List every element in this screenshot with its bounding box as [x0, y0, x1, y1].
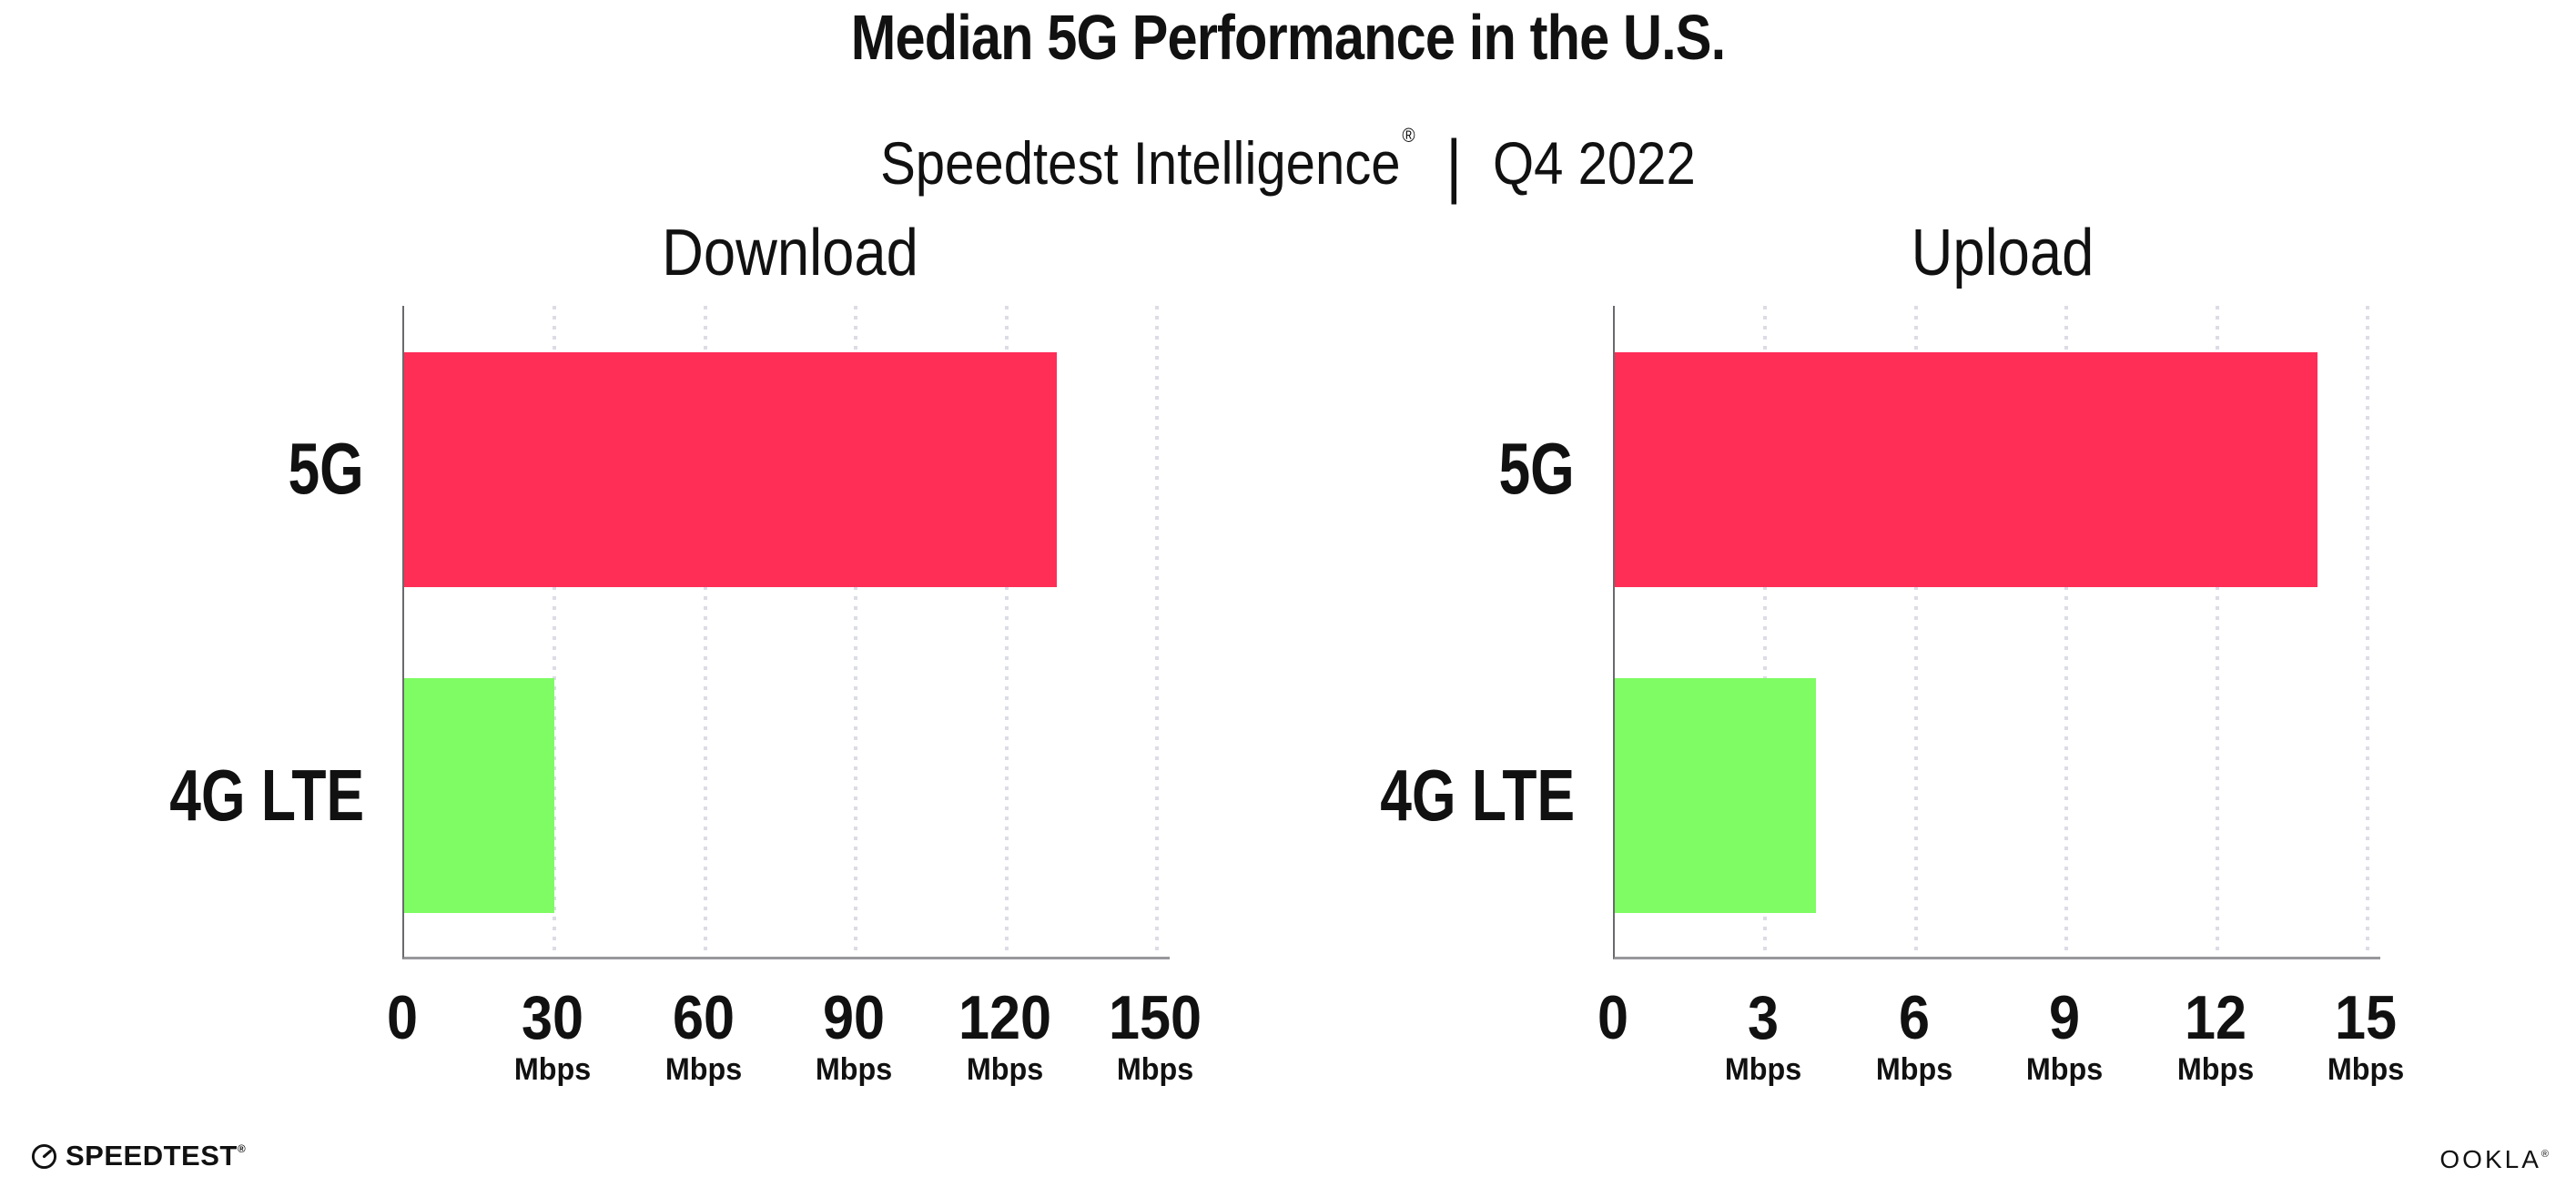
x-tick: 9 Mbps	[2026, 983, 2104, 1087]
speedtest-gauge-icon	[31, 1143, 57, 1169]
upload-plot-area	[1613, 306, 2380, 959]
gridline	[1004, 306, 1009, 957]
subtitle-product: Speedtest Intelligence	[880, 129, 1401, 197]
bar-5g-download	[404, 352, 1057, 587]
gridline	[1763, 306, 1768, 957]
ookla-logo: OOKLA®	[2439, 1145, 2549, 1174]
x-tick: 120 Mbps	[958, 983, 1051, 1087]
gridline	[553, 306, 557, 957]
page-subtitle: Speedtest Intelligence® | Q4 2022	[0, 106, 2576, 200]
category-label-4g-lte-download: 4G LTE	[169, 755, 364, 836]
gridline	[1155, 306, 1159, 957]
gridline	[2064, 306, 2069, 957]
bar-4g-lte-upload	[1615, 678, 1816, 913]
upload-x-axis: 0 3 Mbps 6 Mbps 9 Mbps 12 Mbps 15 Mbps	[1597, 959, 2404, 1114]
gridline	[1913, 306, 1918, 957]
header: Median 5G Performance in the U.S. Speedt…	[0, 2, 2576, 200]
bar-5g-upload	[1615, 352, 2317, 587]
speedtest-logo: SPEEDTEST®	[31, 1140, 246, 1172]
x-tick: 0	[386, 983, 419, 1052]
category-label-5g-download: 5G	[288, 428, 364, 509]
category-label-5g-upload: 5G	[1498, 428, 1575, 509]
page-title: Median 5G Performance in the U.S.	[850, 2, 1726, 73]
x-tick: 15 Mbps	[2327, 983, 2405, 1087]
category-label-4g-lte-upload: 4G LTE	[1380, 755, 1575, 836]
gridline	[854, 306, 858, 957]
chart-title-upload: Upload	[1911, 217, 2094, 289]
subtitle-divider: |	[1445, 125, 1463, 205]
gridline	[703, 306, 707, 957]
ookla-wordmark: OOKLA	[2439, 1145, 2541, 1173]
x-tick: 30 Mbps	[514, 983, 592, 1087]
gridline	[2366, 306, 2369, 957]
gridline	[2215, 306, 2219, 957]
bar-4g-lte-download	[404, 678, 555, 913]
x-tick: 150 Mbps	[1108, 983, 1202, 1087]
download-plot-area	[402, 306, 1170, 959]
x-tick: 6 Mbps	[1875, 983, 1952, 1087]
x-tick: 0	[1597, 983, 1629, 1052]
x-tick: 12 Mbps	[2176, 983, 2254, 1087]
x-tick: 3 Mbps	[1725, 983, 1802, 1087]
registered-mark: ®	[237, 1142, 247, 1155]
registered-mark: ®	[2541, 1149, 2549, 1160]
subtitle-period: Q4 2022	[1493, 129, 1696, 197]
speedtest-wordmark: SPEEDTEST®	[66, 1140, 247, 1172]
download-x-axis: 0 30 Mbps 60 Mbps 90 Mbps 120 Mbps 150 Mbps	[387, 959, 1202, 1114]
x-tick: 60 Mbps	[664, 983, 742, 1087]
registered-mark: ®	[1402, 124, 1415, 147]
chart-title-download: Download	[662, 217, 918, 289]
x-tick: 90 Mbps	[816, 983, 893, 1087]
